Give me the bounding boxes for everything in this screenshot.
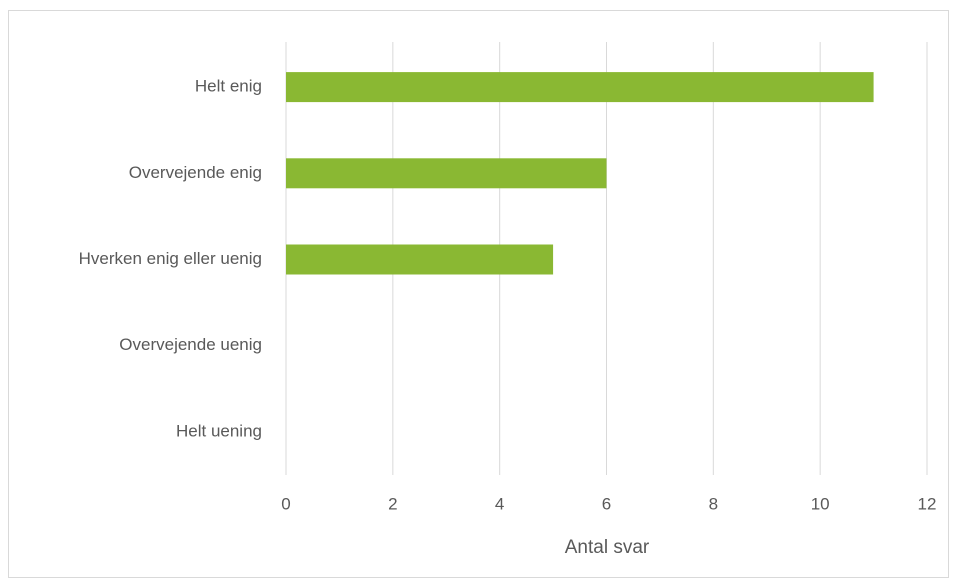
bar [286, 244, 554, 275]
y-tick-label: Hverken enig eller uenig [79, 249, 262, 268]
x-tick-label: 0 [281, 494, 290, 513]
chart-border [8, 10, 949, 578]
x-axis-label: Antal svar [565, 537, 650, 558]
x-tick-label: 10 [811, 494, 830, 513]
y-tick-label: Helt enig [195, 77, 262, 96]
x-tick-label: 8 [709, 494, 718, 513]
x-tick-label: 4 [495, 494, 504, 513]
y-tick-label: Overvejende enig [129, 163, 262, 182]
x-tick-label: 6 [602, 494, 611, 513]
bar [286, 158, 607, 189]
bar [286, 72, 874, 103]
y-tick-label: Overvejende uenig [119, 335, 262, 354]
x-tick-label: 12 [918, 494, 937, 513]
x-tick-label: 2 [388, 494, 397, 513]
y-tick-label: Helt uening [176, 421, 262, 440]
